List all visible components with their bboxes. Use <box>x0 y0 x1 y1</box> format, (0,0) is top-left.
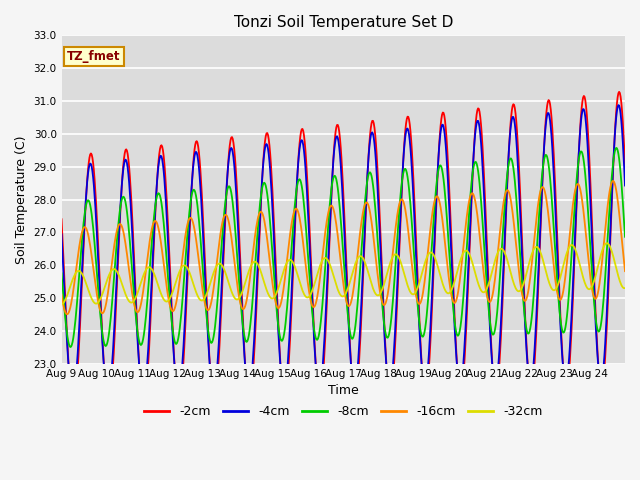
-8cm <box>277 337 285 343</box>
-2cm <box>228 134 236 140</box>
Line: -32cm: -32cm <box>61 243 625 304</box>
-32cm <box>276 278 284 284</box>
-8cm <box>228 194 236 200</box>
-2cm <box>621 162 629 168</box>
-4cm <box>621 183 629 189</box>
-2cm <box>277 372 285 378</box>
-32cm <box>621 285 629 291</box>
-8cm <box>125 222 132 228</box>
-4cm <box>68 393 76 399</box>
-8cm <box>612 145 620 151</box>
-4cm <box>58 231 65 237</box>
-2cm <box>615 89 623 95</box>
-16cm <box>125 262 132 268</box>
-32cm <box>603 240 611 246</box>
-4cm <box>434 168 442 173</box>
-2cm <box>403 120 410 126</box>
-4cm <box>125 171 132 177</box>
-16cm <box>403 212 410 217</box>
-4cm <box>228 146 236 152</box>
-32cm <box>401 275 409 281</box>
-16cm <box>277 299 285 305</box>
-8cm <box>67 344 74 350</box>
-16cm <box>256 209 264 215</box>
X-axis label: Time: Time <box>328 384 358 397</box>
-32cm <box>227 288 235 294</box>
Line: -8cm: -8cm <box>61 148 625 347</box>
-2cm <box>125 156 132 162</box>
-2cm <box>434 170 442 176</box>
-8cm <box>434 171 442 177</box>
-2cm <box>70 403 77 409</box>
-8cm <box>256 202 264 208</box>
-16cm <box>609 178 617 184</box>
-16cm <box>621 268 629 274</box>
Line: -4cm: -4cm <box>61 105 625 396</box>
Legend: -2cm, -4cm, -8cm, -16cm, -32cm: -2cm, -4cm, -8cm, -16cm, -32cm <box>139 400 547 423</box>
-16cm <box>63 312 71 317</box>
-32cm <box>58 301 65 307</box>
-8cm <box>58 270 65 276</box>
Title: Tonzi Soil Temperature Set D: Tonzi Soil Temperature Set D <box>234 15 453 30</box>
-32cm <box>255 264 263 270</box>
-4cm <box>403 129 410 134</box>
Text: TZ_fmet: TZ_fmet <box>67 50 121 63</box>
Line: -2cm: -2cm <box>61 92 625 406</box>
-4cm <box>614 102 622 108</box>
-32cm <box>124 296 131 302</box>
-16cm <box>228 239 236 245</box>
-8cm <box>621 234 629 240</box>
-32cm <box>433 261 441 266</box>
-2cm <box>58 216 65 222</box>
Line: -16cm: -16cm <box>61 181 625 314</box>
Y-axis label: Soil Temperature (C): Soil Temperature (C) <box>15 135 28 264</box>
-16cm <box>58 292 65 298</box>
-4cm <box>277 372 285 378</box>
-16cm <box>434 194 442 200</box>
-2cm <box>256 224 264 229</box>
-4cm <box>256 216 264 222</box>
-8cm <box>403 167 410 173</box>
